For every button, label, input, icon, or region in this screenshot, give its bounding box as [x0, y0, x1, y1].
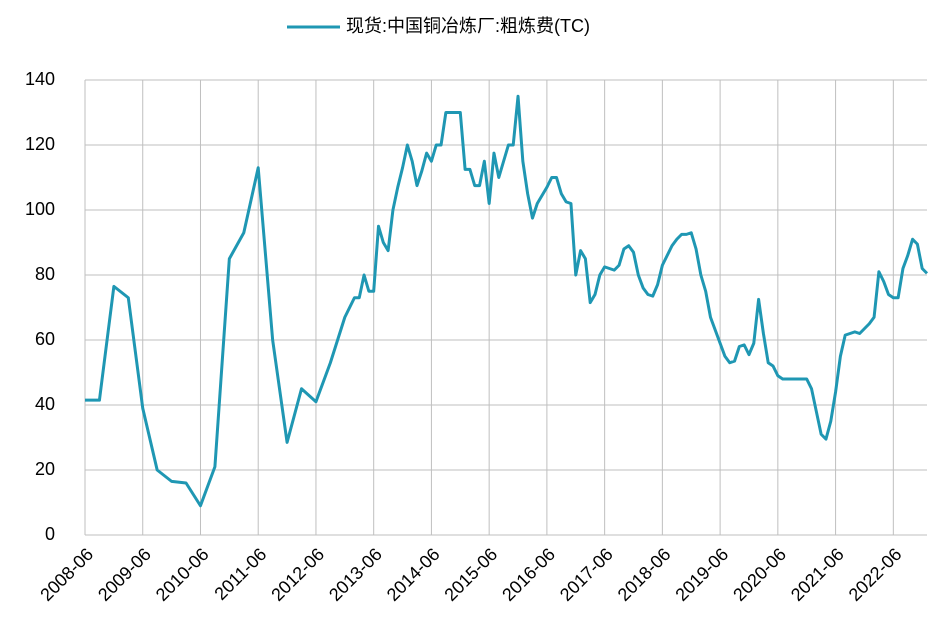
x-tick-label: 2014-06	[383, 544, 444, 605]
x-tick-label: 2016-06	[498, 544, 559, 605]
x-tick-label: 2015-06	[440, 544, 501, 605]
y-tick-label: 140	[25, 69, 55, 89]
x-tick-label: 2022-06	[845, 544, 906, 605]
y-tick-label: 80	[35, 264, 55, 284]
y-tick-label: 20	[35, 459, 55, 479]
x-tick-label: 2017-06	[556, 544, 617, 605]
legend-label: 现货:中国铜冶炼厂:粗炼费(TC)	[346, 16, 590, 36]
x-tick-label: 2021-06	[787, 544, 848, 605]
y-tick-label: 100	[25, 199, 55, 219]
x-tick-label: 2020-06	[729, 544, 790, 605]
x-tick-label: 2019-06	[671, 544, 732, 605]
x-tick-label: 2008-06	[36, 544, 97, 605]
x-tick-label: 2012-06	[267, 544, 328, 605]
x-tick-label: 2018-06	[614, 544, 675, 605]
x-tick-label: 2009-06	[94, 544, 155, 605]
y-tick-label: 40	[35, 394, 55, 414]
x-tick-label: 2011-06	[210, 544, 270, 604]
data-line	[85, 94, 929, 508]
x-tick-label: 2010-06	[152, 544, 213, 605]
x-tick-label: 2013-06	[325, 544, 386, 605]
y-tick-label: 60	[35, 329, 55, 349]
y-tick-label: 0	[45, 524, 55, 544]
y-tick-label: 120	[25, 134, 55, 154]
legend: 现货:中国铜冶炼厂:粗炼费(TC)	[287, 16, 590, 36]
